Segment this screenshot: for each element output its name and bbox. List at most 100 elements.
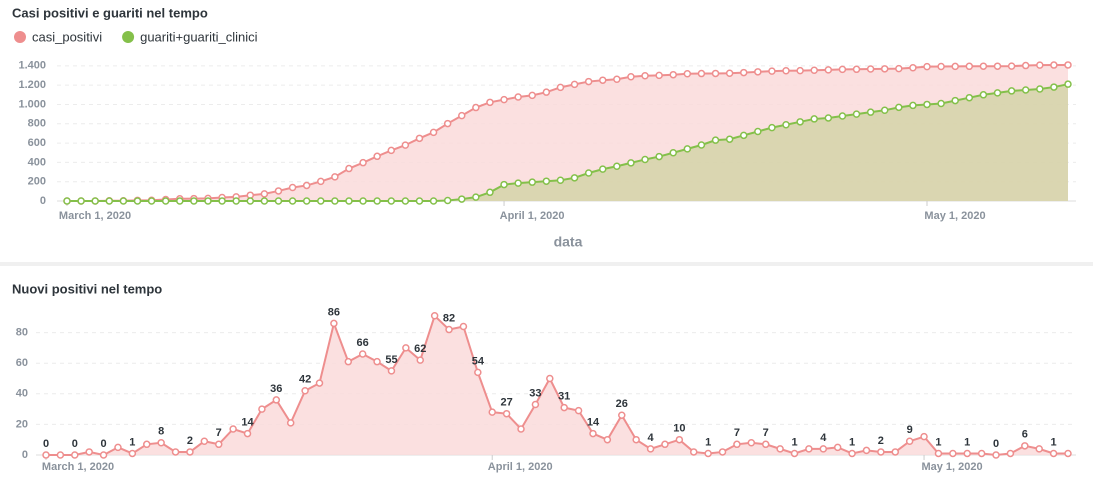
legend-swatch: [122, 31, 135, 43]
point: [923, 62, 931, 71]
point: [909, 64, 917, 72]
data-label: 31: [558, 390, 570, 402]
point: [331, 197, 339, 205]
point: [243, 429, 252, 438]
point: [934, 449, 943, 458]
point: [796, 66, 804, 75]
point: [542, 177, 551, 185]
point: [1036, 61, 1044, 69]
data-label: 26: [616, 398, 628, 410]
data-label: 7: [216, 427, 222, 439]
data-label: 86: [328, 306, 340, 318]
point: [246, 197, 255, 205]
point: [430, 312, 439, 320]
point: [204, 197, 212, 205]
point: [1050, 83, 1058, 91]
point: [655, 71, 663, 80]
point: [486, 188, 494, 197]
point: [429, 128, 438, 137]
point: [790, 449, 799, 458]
legend-swatch: [14, 31, 26, 43]
chart-title: Casi positivi e guariti nel tempo: [12, 5, 208, 20]
data-label: 1: [1051, 436, 1057, 448]
data-label: 1: [129, 436, 135, 448]
point: [641, 72, 649, 80]
point: [598, 76, 607, 84]
point: [128, 449, 137, 458]
point: [993, 89, 1002, 97]
point: [669, 148, 677, 157]
point: [838, 65, 847, 74]
point: [838, 112, 847, 120]
y-tick-label: 1.200: [18, 79, 46, 91]
point: [500, 180, 508, 189]
point: [992, 451, 1000, 459]
area: [46, 315, 1068, 455]
point: [963, 449, 971, 458]
chart-title: Nuovi positivi nel tempo: [12, 281, 162, 296]
point: [157, 439, 165, 447]
point: [979, 62, 988, 70]
point: [819, 445, 828, 453]
point: [218, 197, 226, 205]
point: [200, 437, 209, 445]
point: [71, 451, 79, 459]
point: [866, 65, 875, 73]
point: [965, 93, 974, 102]
data-label: 4: [820, 432, 827, 444]
data-label: 7: [734, 427, 740, 439]
point: [1021, 86, 1030, 94]
point: [689, 448, 698, 456]
point: [317, 197, 325, 205]
divider: [0, 262, 1093, 266]
data-label: 55: [385, 354, 397, 366]
point: [589, 429, 597, 438]
point: [415, 134, 424, 143]
data-label: 10: [673, 423, 685, 435]
point: [274, 187, 283, 195]
data-label: 8: [158, 426, 164, 438]
point: [704, 449, 712, 458]
point: [560, 403, 568, 412]
point: [725, 135, 734, 143]
point: [415, 197, 424, 205]
point: [143, 440, 151, 449]
point: [632, 435, 640, 444]
point: [891, 448, 900, 456]
point: [761, 440, 770, 449]
point: [739, 68, 748, 77]
data-label: 1: [791, 436, 797, 448]
point: [517, 425, 525, 433]
point: [401, 141, 410, 149]
data-label: 2: [187, 435, 193, 447]
point: [99, 451, 108, 459]
point: [105, 197, 114, 205]
point: [598, 165, 607, 173]
x-tick-label: May 1, 2020: [924, 210, 985, 222]
point: [317, 177, 325, 186]
point: [979, 91, 988, 99]
x-tick-label: April 1, 2020: [500, 210, 565, 222]
point: [458, 111, 466, 120]
point: [949, 449, 957, 458]
point: [514, 179, 522, 187]
y-tick-label: 200: [28, 176, 46, 188]
point: [909, 101, 917, 110]
point: [443, 119, 452, 128]
point: [683, 145, 692, 153]
point: [627, 159, 635, 167]
point: [951, 96, 959, 105]
point: [528, 178, 537, 186]
point: [186, 448, 194, 456]
y-tick-label: 400: [28, 156, 46, 168]
data-label: 1: [964, 436, 970, 448]
point: [683, 69, 692, 78]
point: [161, 197, 170, 205]
point: [472, 103, 480, 112]
legend-label: guariti+guariti_clinici: [140, 29, 258, 44]
point: [739, 131, 748, 140]
point: [514, 93, 522, 101]
point: [1064, 61, 1072, 69]
point: [1064, 449, 1072, 458]
point: [993, 62, 1002, 70]
